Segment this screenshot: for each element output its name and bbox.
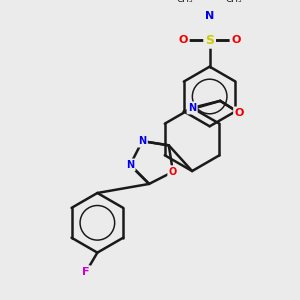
Text: N: N: [126, 160, 134, 170]
Text: S: S: [205, 34, 214, 47]
Text: N: N: [188, 103, 196, 113]
Text: O: O: [231, 35, 241, 45]
Text: N: N: [138, 136, 146, 146]
Text: F: F: [82, 267, 90, 277]
Text: CH₃: CH₃: [177, 0, 194, 4]
Text: O: O: [169, 167, 177, 177]
Text: CH₃: CH₃: [226, 0, 242, 4]
Text: O: O: [235, 108, 244, 118]
Text: N: N: [205, 11, 214, 21]
Text: O: O: [178, 35, 188, 45]
